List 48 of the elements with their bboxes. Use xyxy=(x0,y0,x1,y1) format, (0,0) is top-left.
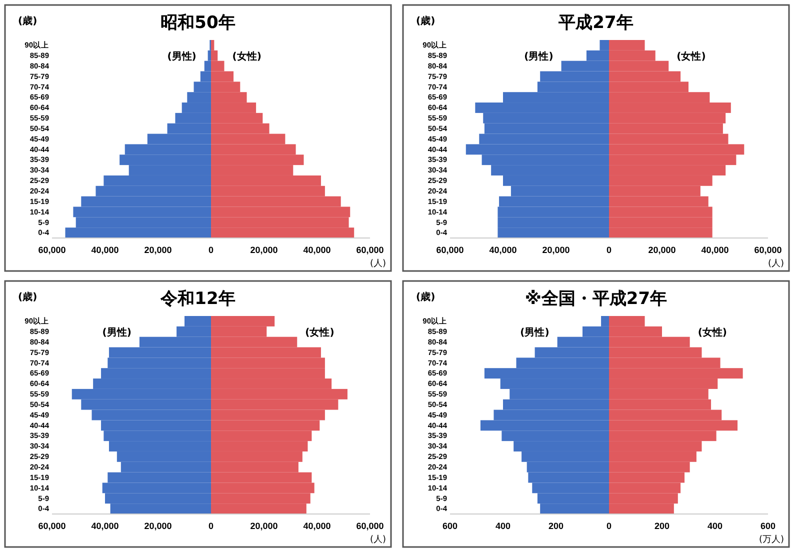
y-axis-title: (歳) xyxy=(18,291,38,303)
chart-title: ※全国・平成27年 xyxy=(524,289,668,309)
chart-title: 令和12年 xyxy=(160,289,236,309)
x-tick-label: 60,000 xyxy=(356,521,384,532)
series-label: (女性) xyxy=(232,50,262,63)
x-tick-label: 60,000 xyxy=(436,245,464,256)
x-tick-label: 20,000 xyxy=(250,521,278,532)
series-label: (女性) xyxy=(698,326,727,339)
x-tick-label: 20,000 xyxy=(250,245,278,256)
series-label: (男性) xyxy=(102,326,132,339)
x-tick-label: 400 xyxy=(707,521,723,532)
series-label: (男性) xyxy=(524,50,554,63)
x-tick-label: 60,000 xyxy=(356,245,384,256)
x-tick-label: 600 xyxy=(442,521,458,532)
chart-title: 平成27年 xyxy=(558,13,634,33)
x-tick-label: 20,000 xyxy=(542,245,570,256)
text: (人) xyxy=(768,258,784,269)
series-label: (男性) xyxy=(167,50,196,63)
text: (人) xyxy=(370,534,386,545)
x-tick-label: 40,000 xyxy=(303,521,331,532)
x-tick-label: 40,000 xyxy=(701,245,729,256)
x-tick-label: 400 xyxy=(495,521,511,532)
x-tick-label: 0 xyxy=(208,521,214,532)
series-label: (男性) xyxy=(520,326,550,339)
x-tick-label: 0 xyxy=(208,245,214,256)
x-tick-label: 0 xyxy=(606,521,612,532)
x-tick-label: 60,000 xyxy=(38,245,66,256)
y-axis-title: (歳) xyxy=(416,291,436,303)
x-tick-label: 200 xyxy=(654,521,670,532)
series-label: (女性) xyxy=(676,50,706,63)
chart-title: 昭和50年 xyxy=(160,13,236,33)
y-axis-title: (歳) xyxy=(18,15,38,27)
x-tick-label: 0 xyxy=(606,245,612,256)
x-tick-label: 40,000 xyxy=(303,245,331,256)
text: (万人) xyxy=(758,534,784,545)
x-tick-label: 40,000 xyxy=(91,521,119,532)
text: (人) xyxy=(370,258,386,269)
x-tick-label: 60,000 xyxy=(38,521,66,532)
x-tick-label: 20,000 xyxy=(648,245,676,256)
x-tick-label: 20,000 xyxy=(144,245,172,256)
series-label: (女性) xyxy=(305,326,334,339)
x-tick-label: 40,000 xyxy=(489,245,517,256)
x-tick-label: 20,000 xyxy=(144,521,172,532)
x-tick-label: 600 xyxy=(760,521,776,532)
y-axis-title: (歳) xyxy=(416,15,436,27)
x-tick-label: 200 xyxy=(548,521,564,532)
x-tick-label: 40,000 xyxy=(91,245,119,256)
x-tick-label: 60,000 xyxy=(754,245,782,256)
